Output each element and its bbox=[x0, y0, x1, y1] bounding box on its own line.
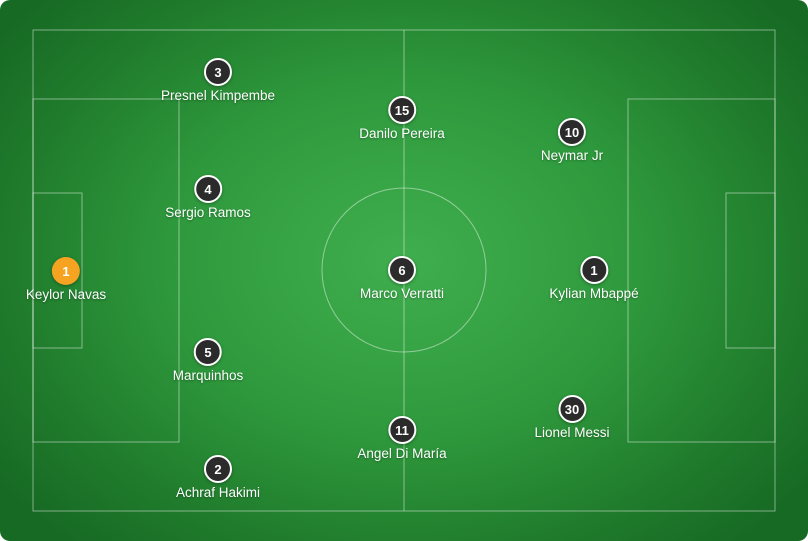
player-lionel-messi[interactable]: 30 Lionel Messi bbox=[534, 395, 610, 440]
player-number-badge: 6 bbox=[388, 256, 416, 284]
player-sergio-ramos[interactable]: 4 Sergio Ramos bbox=[165, 175, 251, 220]
player-marco-verratti[interactable]: 6 Marco Verratti bbox=[360, 256, 444, 301]
player-number-badge: 5 bbox=[193, 338, 222, 366]
player-angel-di-maria[interactable]: 11 Angel Di María bbox=[357, 416, 447, 461]
player-name: Marquinhos bbox=[172, 368, 244, 383]
player-name: Presnel Kimpembe bbox=[160, 88, 276, 103]
center-circle bbox=[321, 187, 487, 353]
player-kylian-mbappe[interactable]: 1 Kylian Mbappé bbox=[549, 256, 639, 301]
player-number-badge: 30 bbox=[557, 395, 586, 423]
player-name: Sergio Ramos bbox=[165, 205, 251, 220]
player-achraf-hakimi[interactable]: 2 Achraf Hakimi bbox=[176, 455, 260, 500]
player-name: Keylor Navas bbox=[25, 287, 107, 302]
player-number-badge: 3 bbox=[204, 58, 232, 86]
pitch-boundary bbox=[32, 29, 776, 512]
player-number-badge: 11 bbox=[387, 416, 416, 444]
player-danilo-pereira[interactable]: 15 Danilo Pereira bbox=[359, 96, 445, 141]
player-keylor-navas[interactable]: 1 Keylor Navas bbox=[26, 257, 106, 302]
player-name: Achraf Hakimi bbox=[175, 485, 261, 500]
left-goal-area bbox=[32, 192, 83, 349]
player-name: Neymar Jr bbox=[540, 148, 604, 163]
right-goal-area bbox=[725, 192, 776, 349]
player-number-badge: 10 bbox=[557, 118, 586, 146]
right-penalty-area bbox=[627, 98, 776, 443]
player-name: Angel Di María bbox=[357, 446, 447, 461]
player-name: Lionel Messi bbox=[534, 425, 610, 440]
player-name: Marco Verratti bbox=[359, 286, 445, 301]
player-number-badge: 2 bbox=[204, 455, 232, 483]
player-number-badge: 15 bbox=[387, 96, 416, 124]
player-presnel-kimpembe[interactable]: 3 Presnel Kimpembe bbox=[161, 58, 275, 103]
player-neymar-jr[interactable]: 10 Neymar Jr bbox=[541, 118, 603, 163]
left-penalty-area bbox=[32, 98, 180, 443]
player-name: Kylian Mbappé bbox=[549, 286, 639, 301]
player-marquinhos[interactable]: 5 Marquinhos bbox=[172, 338, 244, 383]
player-number-badge: 1 bbox=[580, 256, 608, 284]
player-number-badge: 4 bbox=[193, 175, 222, 203]
player-name: Danilo Pereira bbox=[359, 126, 445, 141]
player-number-badge: 1 bbox=[51, 257, 80, 285]
